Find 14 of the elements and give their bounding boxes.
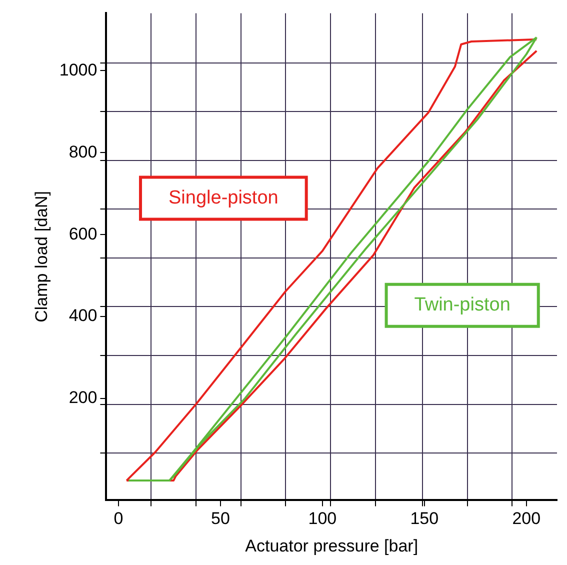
x-tick-label: 0	[114, 509, 124, 528]
x-tick-label: 50	[210, 509, 230, 528]
y-tick-label: 400	[68, 306, 98, 326]
y-tick-label: 600	[68, 224, 98, 244]
x-tick-label: 150	[410, 509, 439, 528]
x-tick-label: 200	[512, 509, 541, 528]
text: Single-piston	[168, 187, 278, 208]
y-tick-label: 800	[68, 142, 98, 162]
y-tick-label: 1000	[59, 60, 98, 80]
text: Twin-piston	[414, 294, 510, 316]
y-axis-title: Clamp load [daN]	[32, 191, 51, 322]
y-tick-label: 200	[68, 388, 98, 408]
x-axis-title: Actuator pressure [bar]	[245, 536, 418, 556]
x-tick-label: 100	[308, 509, 337, 528]
